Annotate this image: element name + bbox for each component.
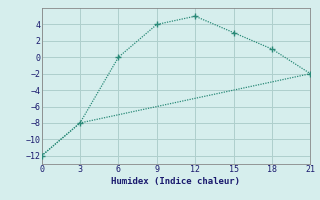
X-axis label: Humidex (Indice chaleur): Humidex (Indice chaleur) (111, 177, 241, 186)
